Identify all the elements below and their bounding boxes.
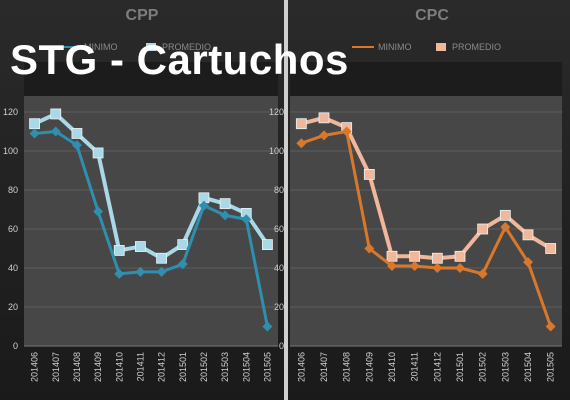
cpc-x-tick-label: 201504 — [523, 352, 533, 382]
cpp-y-tick-label: 40 — [8, 263, 18, 273]
cpc-minimo-point — [432, 263, 443, 273]
cpp-x-tick-label: 201411 — [135, 352, 145, 381]
cpp-minimo-point — [177, 259, 188, 270]
cpp-x-tick-label: 201408 — [72, 352, 82, 382]
cpc-minimo-point — [477, 268, 488, 279]
cpp-minimo-point — [220, 210, 231, 221]
cpc-x-tick-label: 201407 — [319, 352, 329, 382]
cpp-promedio-point — [135, 241, 146, 252]
cpc-x-tick-label: 201408 — [342, 352, 352, 382]
overlay-title: STG - Cartuchos — [10, 36, 349, 83]
cpp-promedio-point — [156, 252, 167, 264]
cpp-minimo-point — [50, 126, 61, 137]
cpp-legend: MINIMO PROMEDIO — [58, 42, 211, 52]
cpp-x-tick-label: 201501 — [178, 352, 188, 382]
cpp-promedio-point — [219, 198, 231, 210]
cpc-promedio-point — [477, 223, 489, 235]
cpc-minimo-point — [409, 261, 420, 272]
cpc-y-tick-label: 20 — [274, 302, 284, 312]
cpc-y-tick-label: 40 — [274, 263, 284, 273]
cpc-plot-area — [290, 96, 562, 346]
cpc-x-tick-label: 201501 — [455, 352, 465, 382]
cpc-x-tick-label: 201411 — [410, 352, 420, 381]
cpp-x-tick-label: 201410 — [114, 352, 124, 382]
cpp-plot-header — [24, 62, 278, 96]
cpc-x-tick-label: 201412 — [432, 352, 442, 382]
cpp-promedio-point — [113, 245, 125, 256]
cpc-promedio-point — [545, 243, 557, 254]
cpp-x-tick-label: 201409 — [93, 352, 103, 382]
cpp-plot-area — [24, 96, 278, 346]
cpp-minimo-point — [71, 140, 82, 151]
cpc-promedio-point — [409, 250, 421, 262]
cpc-chart-title: CPC — [415, 7, 449, 24]
cpc-x-tick-label: 201503 — [500, 352, 510, 382]
cpc-x-tick-label: 201502 — [478, 352, 488, 382]
cpp-promedio-point — [71, 128, 83, 139]
cpc-legend: MINIMO PROMEDIO — [352, 42, 501, 52]
cpp-minimo-point — [262, 321, 273, 332]
cpp-promedio-point — [50, 108, 62, 120]
cpp-minimo-point — [29, 128, 40, 139]
cpc-promedio-point — [318, 112, 330, 124]
cpp-y-tick-label: 0 — [13, 341, 18, 351]
cpc-minimo-point — [387, 261, 397, 272]
cpc-legend-promedio: PROMEDIO — [452, 42, 501, 52]
cpc-legend-minimo: MINIMO — [378, 42, 412, 52]
cpc-promedio-point — [522, 229, 534, 241]
cpc-promedio-point — [431, 252, 443, 264]
cpc-minimo-point — [500, 222, 511, 233]
cpp-promedio-point — [177, 239, 189, 251]
cpc-minimo-point — [455, 263, 465, 273]
cpc-promedio-point — [295, 118, 307, 130]
cpc-x-tick-label: 201406 — [296, 352, 306, 382]
cpp-x-tick-label: 201406 — [30, 352, 40, 382]
cpc-promedio-point — [386, 250, 398, 262]
cpc-y-tick-label: 0 — [279, 341, 284, 351]
cpc-minimo-point — [296, 138, 307, 149]
cpp-y-tick-label: 20 — [8, 302, 18, 312]
cpc-promedio-point — [499, 209, 511, 221]
cpp-promedio-point — [262, 239, 273, 251]
cpc-y-tick-label: 120 — [269, 107, 284, 117]
cpp-legend-promedio: PROMEDIO — [162, 42, 211, 52]
cpc-promedio-point — [454, 250, 466, 262]
cpc-minimo-point — [341, 126, 352, 137]
cpp-y-tick-label: 100 — [3, 146, 18, 156]
cpp-minimo-point — [93, 206, 104, 217]
cpp-x-tick-label: 201502 — [199, 352, 209, 382]
cpp-x-tick-label: 201504 — [241, 352, 251, 382]
cpp-y-tick-label: 60 — [8, 224, 18, 234]
cpc-y-tick-label: 60 — [274, 224, 284, 234]
cpc-minimo-point — [523, 257, 533, 268]
cpc-y-tick-label: 100 — [269, 146, 284, 156]
cpp-promedio-point — [92, 147, 104, 159]
cpp-y-tick-label: 120 — [3, 107, 18, 117]
cpp-chart-title: CPP — [126, 7, 159, 24]
cpp-x-tick-label: 201412 — [157, 352, 167, 382]
cpc-minimo-point — [364, 243, 375, 254]
cpc-y-tick-label: 80 — [274, 185, 284, 195]
cpc-plot-header — [290, 62, 562, 96]
cpp-minimo-point — [241, 214, 252, 225]
cpp-minimo-point — [135, 266, 146, 277]
cpc-x-tick-label: 201410 — [387, 352, 397, 382]
cpp-minimo-point — [198, 200, 209, 211]
cpp-promedio-point — [29, 118, 40, 130]
cpc-minimo-point — [545, 321, 556, 332]
cpc-x-tick-label: 201409 — [364, 352, 374, 382]
cpc-x-tick-label: 201505 — [546, 352, 556, 382]
panel-divider — [284, 0, 288, 400]
cpp-x-tick-label: 201505 — [262, 352, 272, 382]
cpc-minimo-point — [319, 130, 329, 141]
cpp-legend-minimo: MINIMO — [84, 42, 118, 52]
cpp-y-tick-label: 80 — [8, 185, 18, 195]
cpp-minimo-point — [156, 266, 167, 277]
cpp-x-tick-label: 201407 — [51, 352, 61, 382]
cpp-x-tick-label: 201503 — [220, 352, 230, 382]
cpc-promedio-point — [363, 168, 375, 180]
cpp-minimo-point — [114, 268, 125, 279]
